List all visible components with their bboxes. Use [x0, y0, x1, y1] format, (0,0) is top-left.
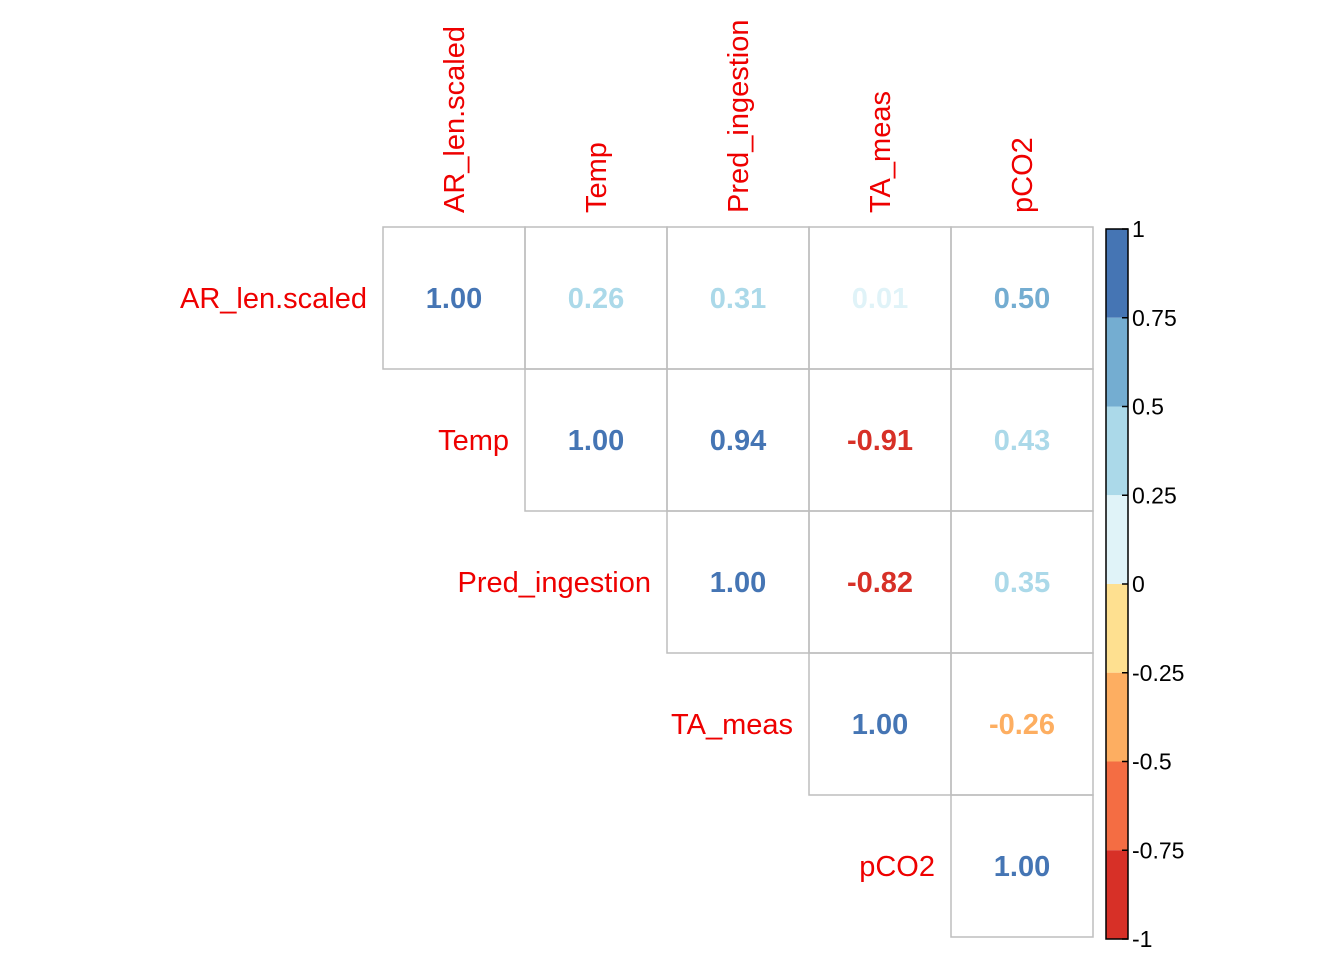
colorbar-tick-label: -0.75: [1132, 837, 1184, 863]
row-label-ar-len-scaled: AR_len.scaled: [180, 283, 367, 315]
colorbar-bin: [1106, 761, 1128, 851]
row-label-pco2: pCO2: [859, 851, 935, 883]
value-label-ta-meas-pco2: -0.26: [989, 709, 1055, 741]
label-layer: AR_len.scaled Temp Pred_ingestion TA_meas pC…: [180, 20, 1039, 883]
col-label-pco2: pCO2: [1007, 137, 1039, 213]
colorbar: 1 0.75 0.5 0.25 0 -0.25 -0.5 -0.75 -1: [1105, 216, 1184, 952]
colorbar-bin: [1106, 317, 1128, 407]
colorbar-tick-label: 0: [1132, 571, 1145, 597]
value-label-pred-ingestion-ta-meas: -0.82: [847, 567, 913, 599]
value-label-pred-ingestion-pco2: 0.35: [994, 567, 1050, 599]
value-label-temp-temp: 1.00: [568, 425, 624, 457]
grid-layer: [382, 226, 1094, 938]
colorbar-bin: [1106, 495, 1128, 584]
col-label-ar-len-scaled: AR_len.scaled: [439, 26, 471, 213]
value-label-ar-len-scaled-ta-meas: 0.01: [852, 283, 908, 315]
colorbar-bin: [1106, 672, 1128, 762]
colorbar-bin: [1106, 584, 1128, 673]
colorbar-tick-label: 0.25: [1132, 482, 1177, 508]
value-label-temp-pco2: 0.43: [994, 425, 1050, 457]
col-label-temp: Temp: [581, 142, 613, 213]
colorbar-tick-label: -1: [1132, 926, 1152, 952]
row-label-temp: Temp: [438, 425, 509, 457]
value-label-pred-ingestion-pred-ingestion: 1.00: [710, 567, 766, 599]
col-label-ta-meas: TA_meas: [865, 91, 897, 213]
colorbar-bin: [1106, 229, 1128, 318]
value-label-ar-len-scaled-ar-len-scaled: 1.00: [426, 283, 482, 315]
row-label-pred-ingestion: Pred_ingestion: [458, 567, 651, 599]
value-label-temp-ta-meas: -0.91: [847, 425, 913, 457]
colorbar-bin: [1106, 406, 1128, 496]
value-label-pco2-pco2: 1.00: [994, 851, 1050, 883]
colorbar-tick-label: -0.25: [1132, 660, 1184, 686]
col-label-pred-ingestion: Pred_ingestion: [723, 20, 755, 213]
colorbar-bin: [1106, 850, 1128, 939]
colorbar-tick-label: 0.75: [1132, 305, 1177, 331]
cell-pco2-pco2: [950, 794, 1094, 938]
value-layer: 1.00 0.26 0.31 0.01 0.50 1.00 0.94 -0.91 0.43 1.0…: [426, 283, 1055, 883]
value-label-ar-len-scaled-temp: 0.26: [568, 283, 624, 315]
colorbar-tick-label: 1: [1132, 216, 1145, 242]
value-label-temp-pred-ingestion: 0.94: [710, 425, 766, 457]
colorbar-tick-label: -0.5: [1132, 749, 1172, 775]
row-label-ta-meas: TA_meas: [671, 709, 793, 741]
value-label-ta-meas-ta-meas: 1.00: [852, 709, 908, 741]
value-label-ar-len-scaled-pco2: 0.50: [994, 283, 1050, 315]
colorbar-tick-label: 0.5: [1132, 394, 1164, 420]
value-label-ar-len-scaled-pred-ingestion: 0.31: [710, 283, 766, 315]
